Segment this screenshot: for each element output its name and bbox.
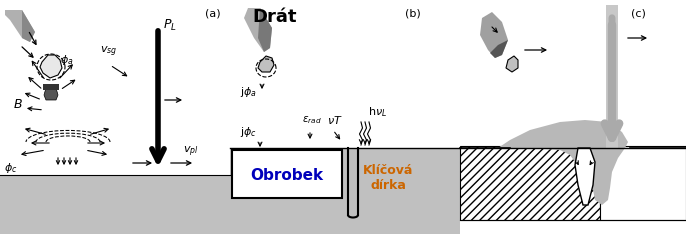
Text: $B$: $B$ (13, 99, 23, 111)
Polygon shape (258, 56, 274, 72)
Polygon shape (258, 8, 272, 52)
Polygon shape (44, 88, 58, 100)
Polygon shape (244, 8, 272, 52)
Bar (230, 148, 460, 234)
Text: (b): (b) (405, 8, 421, 18)
Text: (c): (c) (630, 8, 646, 18)
Text: $v_{pl}$: $v_{pl}$ (183, 145, 199, 159)
Text: Drát: Drát (252, 8, 296, 26)
Bar (600, 146, 686, 220)
Text: $\varepsilon_{rad}$: $\varepsilon_{rad}$ (302, 114, 322, 126)
Text: Obrobek: Obrobek (250, 168, 324, 183)
Text: Klíčová
dírka: Klíčová dírka (363, 164, 413, 192)
Polygon shape (480, 12, 508, 58)
Polygon shape (5, 10, 35, 42)
Bar (0, 175, 230, 234)
Polygon shape (490, 40, 508, 58)
Text: j$\phi_c$: j$\phi_c$ (240, 125, 257, 139)
Polygon shape (22, 10, 35, 42)
Text: $v_{sg}$: $v_{sg}$ (100, 45, 117, 59)
Text: $P_L$: $P_L$ (163, 18, 177, 33)
Text: $\phi_c$: $\phi_c$ (4, 161, 18, 175)
Polygon shape (575, 148, 595, 205)
Polygon shape (40, 55, 62, 78)
Bar (43, 84, 59, 90)
Polygon shape (498, 120, 628, 205)
Text: $\phi_a$: $\phi_a$ (60, 53, 73, 67)
Bar (606, 5, 618, 148)
Bar (460, 146, 600, 220)
Text: h$\nu_L$: h$\nu_L$ (368, 105, 387, 119)
Bar (232, 150, 342, 198)
Text: (a): (a) (205, 8, 221, 18)
Text: $\nu T$: $\nu T$ (327, 114, 343, 126)
Text: j$\phi_a$: j$\phi_a$ (240, 85, 257, 99)
Polygon shape (506, 56, 518, 72)
